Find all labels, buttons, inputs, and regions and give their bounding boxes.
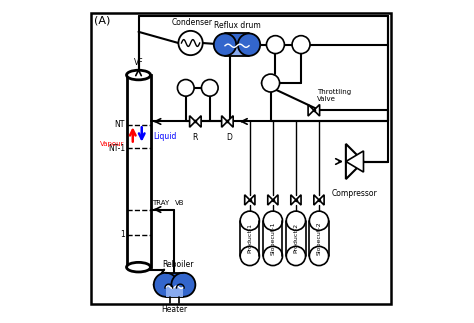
Text: FT: FT: [297, 40, 305, 49]
Bar: [310, 221, 328, 256]
Text: 1: 1: [120, 230, 125, 239]
Ellipse shape: [154, 273, 178, 297]
Circle shape: [178, 31, 203, 55]
Ellipse shape: [240, 246, 259, 266]
Text: Reboiler: Reboiler: [162, 260, 193, 269]
Ellipse shape: [172, 273, 195, 297]
Text: Throttling
Valve: Throttling Valve: [317, 89, 351, 102]
Bar: [286, 221, 306, 256]
Text: VB: VB: [174, 200, 184, 206]
Bar: [225, 33, 249, 56]
Text: NT: NT: [115, 120, 125, 130]
Circle shape: [292, 36, 310, 54]
Bar: [166, 287, 183, 297]
Polygon shape: [319, 195, 324, 205]
Polygon shape: [346, 151, 364, 172]
Polygon shape: [250, 195, 255, 205]
Bar: [166, 273, 183, 297]
Circle shape: [262, 74, 280, 92]
Circle shape: [177, 79, 194, 96]
Ellipse shape: [127, 262, 151, 272]
Text: Condenser: Condenser: [172, 18, 213, 27]
Polygon shape: [314, 195, 319, 205]
Polygon shape: [291, 195, 296, 205]
Text: VF: VF: [134, 58, 143, 67]
Text: Heater: Heater: [162, 305, 188, 314]
Text: Slopecut-2: Slopecut-2: [317, 222, 321, 255]
Text: D: D: [226, 133, 232, 142]
Ellipse shape: [286, 246, 306, 266]
Text: TRAY: TRAY: [152, 200, 169, 206]
Polygon shape: [268, 195, 273, 205]
Polygon shape: [346, 144, 364, 179]
Ellipse shape: [310, 246, 328, 266]
Text: NT-1: NT-1: [108, 143, 125, 152]
Text: LT: LT: [272, 40, 279, 49]
Text: Product-1: Product-1: [247, 223, 252, 253]
Polygon shape: [314, 105, 319, 116]
Ellipse shape: [310, 211, 328, 230]
Ellipse shape: [240, 211, 259, 230]
Polygon shape: [228, 116, 233, 127]
Bar: [127, 75, 151, 267]
Text: Product-2: Product-2: [293, 223, 299, 254]
Circle shape: [266, 36, 284, 54]
Text: R: R: [193, 133, 198, 142]
Bar: [127, 87, 151, 255]
Ellipse shape: [286, 211, 306, 230]
Text: Slopecut-1: Slopecut-1: [270, 222, 275, 255]
Polygon shape: [222, 116, 228, 127]
Ellipse shape: [263, 211, 283, 230]
Text: LC: LC: [266, 78, 275, 88]
Polygon shape: [308, 105, 314, 116]
Text: Liquid: Liquid: [153, 132, 176, 141]
Polygon shape: [245, 195, 250, 205]
Polygon shape: [190, 116, 195, 127]
Circle shape: [201, 79, 218, 96]
Ellipse shape: [263, 246, 283, 266]
Bar: [240, 221, 259, 256]
Ellipse shape: [127, 70, 151, 80]
Text: FC: FC: [181, 83, 191, 92]
Ellipse shape: [214, 33, 236, 56]
Ellipse shape: [238, 33, 260, 56]
Bar: [263, 221, 283, 256]
Polygon shape: [273, 195, 278, 205]
Text: Compressor: Compressor: [332, 189, 378, 198]
Text: Vapour: Vapour: [100, 141, 125, 147]
Text: Reflux drum: Reflux drum: [214, 21, 260, 30]
Text: (A): (A): [94, 16, 110, 26]
Polygon shape: [296, 195, 301, 205]
Polygon shape: [195, 116, 201, 127]
Bar: [225, 46, 249, 56]
Text: FT: FT: [205, 83, 214, 92]
